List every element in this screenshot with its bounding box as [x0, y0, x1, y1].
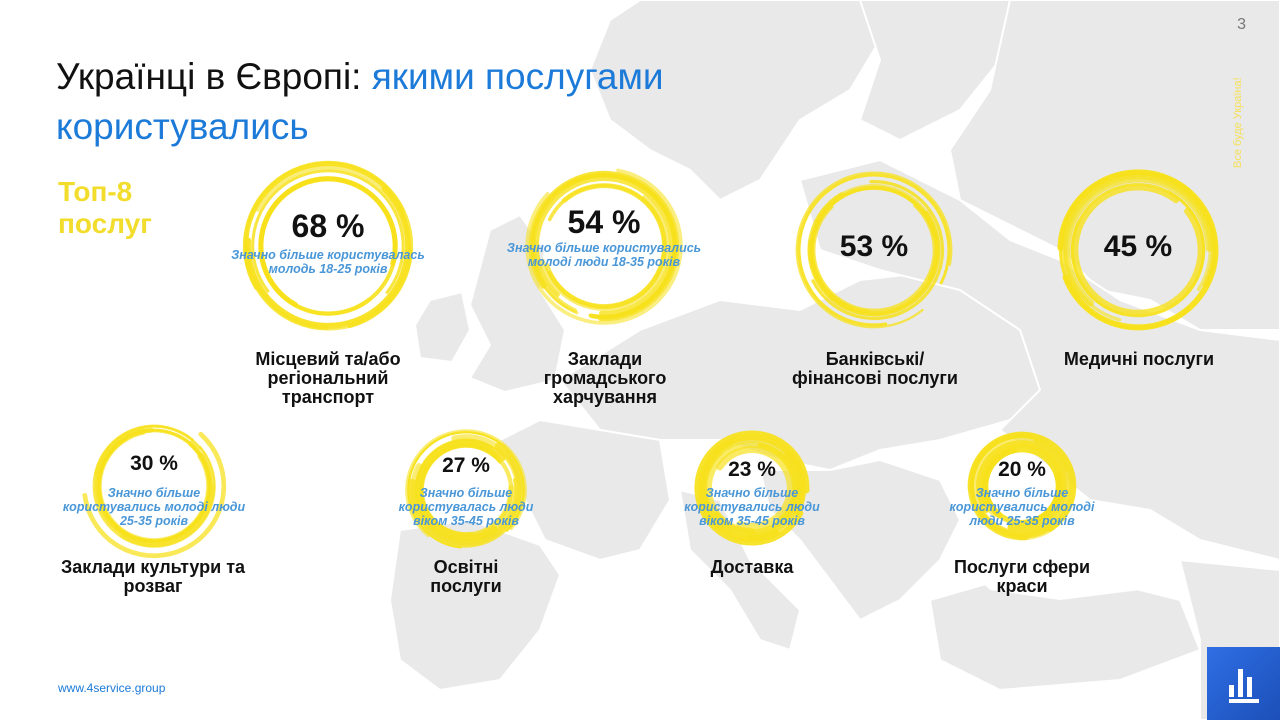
brush-stroke [704, 452, 800, 536]
service-card-medical: 45 % [1056, 168, 1220, 332]
4service-logo-icon [1207, 647, 1280, 720]
service-percent: 54 % [567, 204, 641, 240]
brush-stroke [414, 438, 506, 542]
brush-stroke [534, 176, 674, 316]
service-percent: 68 % [291, 208, 365, 244]
brush-stroke [1064, 175, 1212, 322]
brush-stroke [1070, 182, 1206, 316]
service-label: Доставка [710, 557, 794, 577]
service-note: Значно більше користувалась молодь 18-25… [231, 248, 425, 276]
service-label: Медичні послуги [1063, 349, 1215, 369]
service-card-transport: 68 % Значно більше користувалась молодь … [231, 158, 425, 334]
service-card-banking: 53 % [792, 168, 956, 332]
brush-stroke [525, 168, 683, 325]
brush-ring-icon [795, 171, 953, 329]
brush-stroke [797, 173, 951, 327]
service-note: Значно більше користувалась люди віком 3… [398, 486, 534, 528]
service-card-culture: 30 % Значно більше користувались молоді … [63, 412, 245, 560]
brush-stroke [251, 169, 405, 294]
service-percent: 27 % [442, 454, 490, 477]
service-note: Значно більше користувались люди віком 3… [684, 486, 820, 528]
footer-url-link[interactable]: www.4service.group [58, 681, 166, 695]
brush-stroke [245, 186, 411, 329]
brush-stroke [544, 183, 667, 310]
service-label: Місцевий та/або регіональний транспорт [255, 349, 401, 407]
brush-stroke [698, 439, 806, 542]
brush-ring-icon [405, 429, 527, 549]
slogan-vertical-text: Все буде Україна! [1232, 77, 1244, 168]
service-card-beauty: 20 % Значно більше користувались молоді … [949, 428, 1095, 544]
top8-label: Топ-8 послуг [58, 176, 152, 239]
brush-stroke [530, 172, 678, 320]
service-note: Значно більше користувались молоді люди … [62, 486, 246, 528]
brush-stroke [694, 430, 810, 546]
brush-ring-icon [1057, 169, 1219, 331]
brush-stroke [714, 443, 798, 534]
service-percent: 20 % [998, 458, 1046, 481]
brush-ring-icon [694, 430, 810, 546]
service-percent: 30 % [130, 452, 178, 475]
brush-stroke [258, 176, 398, 316]
service-label: Освітні послуги [430, 557, 502, 596]
page-title: Українці в Європі: якими послугами корис… [56, 52, 756, 152]
service-note: Значно більше користувались молоді люди … [506, 241, 702, 269]
slide-number: 3 [1237, 16, 1246, 33]
brush-ring-icon [525, 168, 683, 325]
brush-stroke [716, 446, 794, 530]
service-card-food: 54 % Значно більше користувались молоді … [507, 164, 701, 328]
service-percent: 45 % [1103, 230, 1173, 263]
title-accent: якими послугами користувались [56, 56, 664, 147]
service-note: Значно більше користувались молоді люди … [949, 486, 1095, 528]
brush-stroke [795, 171, 953, 329]
service-label: Заклади громадського харчування [543, 349, 667, 407]
brush-stroke [976, 440, 1068, 532]
service-label: Заклади культури та розваг [60, 557, 246, 596]
brush-ring-icon [242, 160, 414, 331]
brush-stroke [243, 161, 413, 331]
brush-stroke [258, 176, 372, 316]
brush-stroke [92, 424, 216, 548]
brush-stroke [807, 192, 941, 317]
service-card-delivery: 23 % Значно більше користувались люди ві… [684, 428, 820, 548]
brush-stroke [811, 187, 936, 313]
brush-stroke [97, 428, 212, 544]
service-label: Послуги сфери краси [953, 557, 1091, 596]
brush-stroke [811, 180, 945, 321]
title-main: Українці в Європі: [56, 56, 372, 97]
brush-stroke [982, 447, 1062, 526]
service-percent: 53 % [839, 230, 909, 263]
service-percent: 23 % [728, 458, 776, 481]
brush-stroke [1058, 170, 1192, 330]
brush-stroke [978, 439, 1071, 535]
brush-stroke [407, 431, 525, 549]
brush-ring-icon [967, 431, 1077, 541]
brush-stroke [420, 444, 502, 536]
service-card-education: 27 % Значно більше користувалась люди ві… [399, 424, 533, 556]
brush-stroke [410, 434, 522, 546]
brush-stroke [1072, 184, 1204, 316]
brush-stroke [967, 431, 1077, 541]
brush-stroke [82, 431, 227, 559]
brush-ring-icon [82, 424, 227, 559]
brush-stroke [812, 204, 936, 312]
service-label: Банківські/ фінансові послуги [792, 349, 958, 388]
